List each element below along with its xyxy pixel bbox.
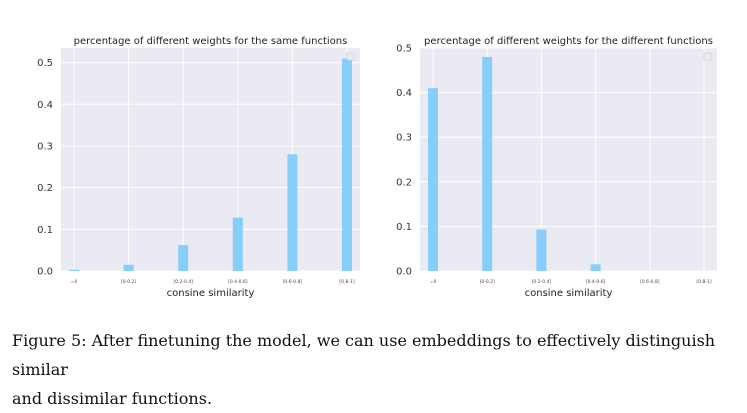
x-tick-label: [0.2-0.4] <box>173 279 193 285</box>
chart-different-functions: 0.0 0.1 0.2 0.3 0.4 0.5 =0 [0-0.2] [0.2-0.4] [0.4… <box>396 36 717 299</box>
chart-same-functions: 0.0 0.1 0.2 0.3 0.4 0.5 =0 [0-0.2] [0.2-0.4] [0.4… <box>37 36 360 299</box>
y-tick-label: 0.0 <box>396 267 412 278</box>
bar <box>482 56 493 271</box>
x-tick-label: =0 <box>430 279 437 285</box>
y-tick-label: 0.4 <box>396 88 412 99</box>
bar <box>536 229 547 271</box>
x-axis-label: consine similarity <box>525 288 613 299</box>
y-tick-label: 0.2 <box>37 183 53 194</box>
x-tick-label: [0.6-0.8] <box>640 279 660 285</box>
x-tick-label: [0.4-0.6] <box>228 279 248 285</box>
caption-line-2: and dissimilar functions. <box>12 389 213 408</box>
y-tick-label: 0.3 <box>396 133 412 144</box>
y-tick-label: 0.5 <box>396 44 412 55</box>
bar <box>342 58 352 271</box>
y-tick-label: 0.1 <box>37 225 53 236</box>
x-axis-label: consine similarity <box>167 288 255 299</box>
x-tick-label: [0.8-1] <box>339 279 354 285</box>
x-tick-label: [0.4-0.6] <box>586 279 606 285</box>
plot-area <box>420 48 717 271</box>
bar <box>428 88 438 271</box>
chart-title: percentage of different weights for the … <box>74 36 348 47</box>
bar <box>590 264 601 271</box>
x-tick-label: [0-0.2] <box>480 279 495 285</box>
figure-charts: 0.0 0.1 0.2 0.3 0.4 0.5 =0 [0-0.2] [0.2-0.4] [0.4… <box>37 36 717 299</box>
plot-area <box>61 48 360 271</box>
x-tick-label: [0.2-0.4] <box>532 279 552 285</box>
legend-box <box>703 52 712 61</box>
figure-caption: Figure 5: After finetuning the model, we… <box>12 326 737 413</box>
bar <box>232 217 243 271</box>
chart-title: percentage of different weights for the … <box>424 36 713 47</box>
y-tick-label: 0.1 <box>396 222 412 233</box>
bar <box>123 264 134 271</box>
y-tick-label: 0.2 <box>396 177 412 188</box>
x-tick-label: [0.6-0.8] <box>283 279 303 285</box>
caption-line-1: Figure 5: After finetuning the model, we… <box>12 331 716 379</box>
x-tick-label: [0.8-1] <box>696 279 711 285</box>
bar <box>178 245 189 271</box>
y-tick-label: 0.3 <box>37 141 53 152</box>
legend-box <box>346 52 355 61</box>
bar <box>287 154 298 271</box>
y-tick-label: 0.5 <box>37 58 53 69</box>
x-tick-label: [0-0.2] <box>121 279 136 285</box>
x-tick-label: =0 <box>71 279 78 285</box>
y-tick-label: 0.0 <box>37 267 53 278</box>
y-tick-label: 0.4 <box>37 100 53 111</box>
bar <box>69 269 79 271</box>
